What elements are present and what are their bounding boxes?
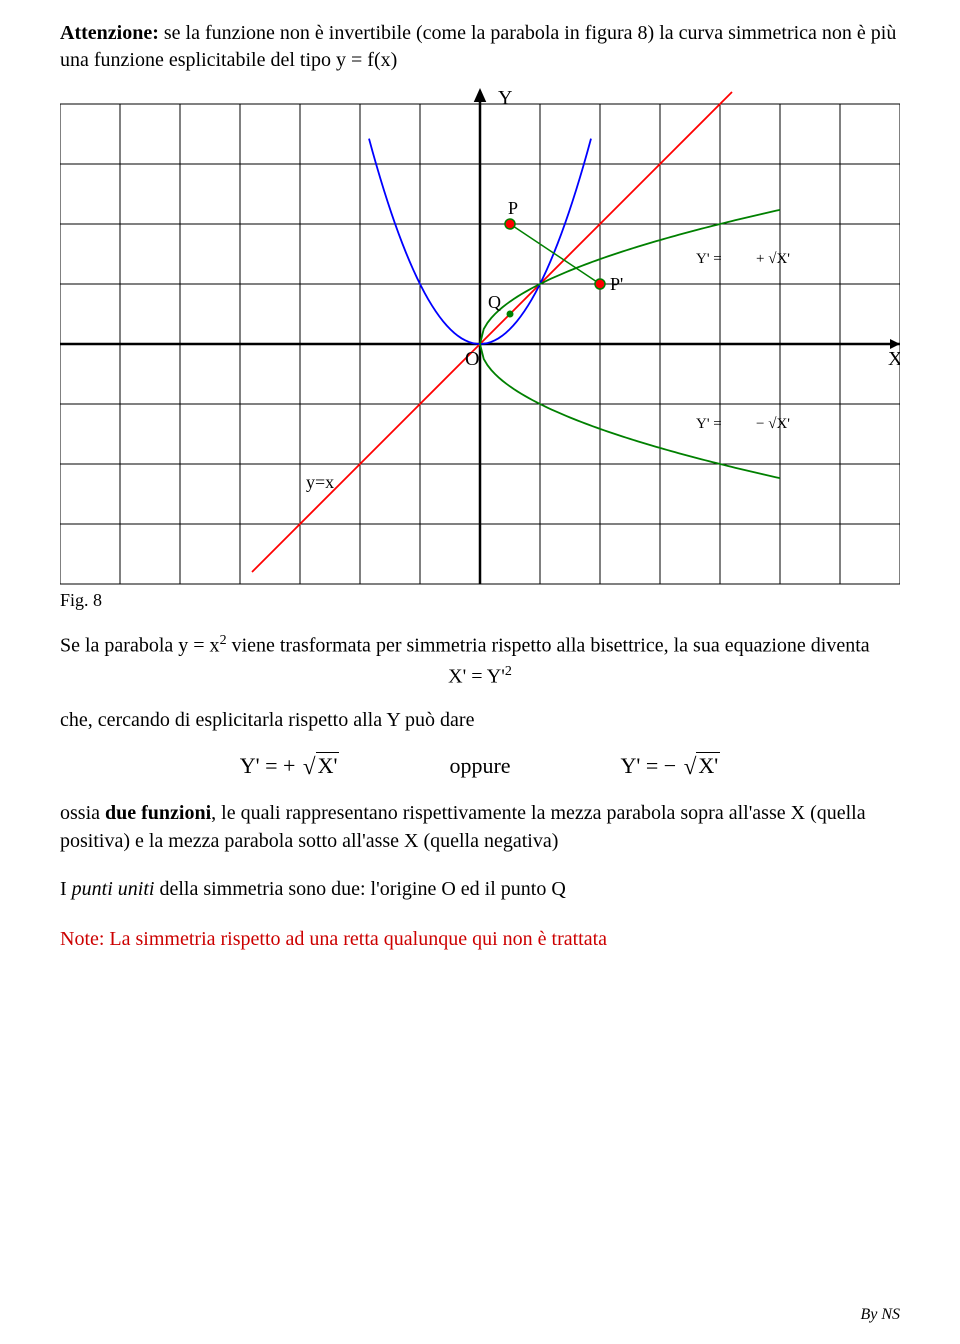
svg-text:Y' =: Y' = xyxy=(696,416,722,432)
svg-text:P: P xyxy=(508,198,518,218)
eq-pos-sqrt: Y' = + X' xyxy=(240,752,340,779)
svg-text:− √X': − √X' xyxy=(756,416,790,432)
svg-text:y=x: y=x xyxy=(306,472,334,492)
equation-xy2: X' = Y'2 xyxy=(60,664,900,689)
note-paragraph: Note: La simmetria rispetto ad una retta… xyxy=(60,925,900,953)
intro-bold: Attenzione: xyxy=(60,22,159,44)
intro-rest: se la funzione non è invertibile (come l… xyxy=(60,22,896,71)
byline: By NS xyxy=(860,1306,900,1324)
equation-row-sqrt: Y' = + X' oppure Y' = − X' xyxy=(60,752,900,779)
paragraph-parabola: Se la parabola y = x2 viene trasformata … xyxy=(60,631,900,660)
eq-neg-sqrt: Y' = − X' xyxy=(621,752,721,779)
intro-paragraph: Attenzione: se la funzione non è inverti… xyxy=(60,20,900,74)
svg-text:O: O xyxy=(465,348,479,370)
svg-text:P': P' xyxy=(610,274,623,294)
paragraph-due-funzioni: ossia due funzioni, le quali rappresenta… xyxy=(60,799,900,855)
figure-8-graph: P P' Q Y X Oy=x Y' = + √X' Y' = − √X' xyxy=(60,84,900,630)
svg-text:Q: Q xyxy=(488,292,501,312)
svg-text:Y: Y xyxy=(498,87,512,109)
paragraph-explicit: che, cercando di esplicitarla rispetto a… xyxy=(60,706,900,734)
svg-text:X: X xyxy=(888,348,900,370)
oppure-text: oppure xyxy=(449,753,510,779)
paragraph-punti-uniti: I punti uniti della simmetria sono due: … xyxy=(60,875,900,903)
svg-text:Y' =: Y' = xyxy=(696,251,722,267)
svg-text:+ √X': + √X' xyxy=(756,251,790,267)
